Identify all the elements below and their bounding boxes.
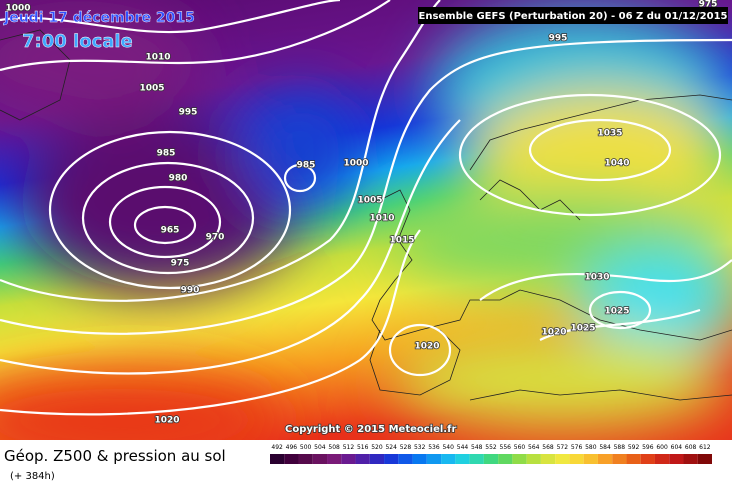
scale-swatch <box>626 454 641 464</box>
scale-swatch <box>597 454 613 464</box>
isobar-label: 1005 <box>357 196 382 206</box>
scale-swatch <box>483 454 499 464</box>
scale-label: 588 <box>614 444 626 451</box>
isobar-label: 1010 <box>145 53 170 63</box>
scale-label: 560 <box>514 444 526 451</box>
scale-label: 512 <box>343 444 355 451</box>
scale-swatch <box>540 454 556 464</box>
legend-title: Géop. Z500 & pression au sol <box>4 447 226 465</box>
scale-label: 520 <box>371 444 383 451</box>
scale-label: 504 <box>314 444 326 451</box>
isobar-label: 1030 <box>584 273 609 283</box>
scale-label: 596 <box>642 444 654 451</box>
scale-swatch <box>697 454 712 464</box>
scale-label: 568 <box>542 444 554 451</box>
isobar-label: 1020 <box>414 342 439 352</box>
scale-swatch <box>369 454 385 464</box>
scale-swatch <box>455 454 470 464</box>
isobar-label: 975 <box>171 259 190 269</box>
scale-swatch <box>526 454 541 464</box>
scale-label: 592 <box>628 444 640 451</box>
isobar-label: 985 <box>297 161 316 171</box>
scale-swatch <box>583 454 598 464</box>
scale-swatch <box>512 454 527 464</box>
scale-label: 600 <box>656 444 668 451</box>
lead-time: (+ 384h) <box>10 471 55 482</box>
isobar-label: 1025 <box>604 307 629 317</box>
scale-swatch <box>441 454 456 464</box>
scale-label: 536 <box>428 444 440 451</box>
scale-swatch <box>640 454 655 464</box>
isobar-label: 1000 <box>5 4 30 14</box>
isobar-label: 1020 <box>154 416 179 426</box>
scale-label: 612 <box>699 444 711 451</box>
scale-swatch <box>498 454 513 464</box>
isobar-labels: 1000 1010 1005 995 985 980 965 970 975 990 985 1000… <box>5 0 718 426</box>
coastlines <box>0 29 732 401</box>
scale-label: 496 <box>286 444 298 451</box>
color-scale: 492 496 500 504 508 512 516 520 524 528 532 536 540 5… <box>270 444 712 464</box>
scale-swatch <box>569 454 584 464</box>
scale-label: 508 <box>328 444 340 451</box>
date: Jeudi 17 décembre 2015 <box>3 10 195 26</box>
scale-label: 524 <box>385 444 397 451</box>
isobar-label: 1020 <box>541 328 566 338</box>
scale-label: 572 <box>557 444 569 451</box>
scale-swatch <box>398 454 413 464</box>
isobar-label: 1015 <box>389 236 414 246</box>
isobar-label: 990 <box>181 286 200 296</box>
scale-swatch <box>341 454 356 464</box>
isobar-label: 1035 <box>597 129 622 139</box>
scale-label: 580 <box>585 444 597 451</box>
isobar-label: 970 <box>206 233 225 243</box>
scale-label: 556 <box>500 444 512 451</box>
scale-swatch <box>612 454 627 464</box>
isobar-label: 995 <box>549 34 568 44</box>
scale-swatch <box>384 454 399 464</box>
scale-swatch <box>312 454 328 464</box>
scale-label: 576 <box>571 444 583 451</box>
scale-label: 604 <box>671 444 683 451</box>
scale-label: 492 <box>271 444 283 451</box>
scale-swatch <box>327 454 342 464</box>
isobar-label: 965 <box>161 226 180 236</box>
isobars <box>0 0 732 414</box>
scale-label: 564 <box>528 444 540 451</box>
scale-label: 552 <box>485 444 497 451</box>
time: 7:00 locale <box>22 31 133 52</box>
isobar-label: 1010 <box>369 214 394 224</box>
scale-label: 532 <box>414 444 426 451</box>
scale-swatch <box>355 454 370 464</box>
scale-label: 516 <box>357 444 369 451</box>
isobar-label: 985 <box>157 149 176 159</box>
scale-swatch <box>412 454 427 464</box>
scale-swatch <box>469 454 484 464</box>
scale-swatch <box>298 454 313 464</box>
run-box <box>418 7 728 24</box>
isobar-label: 995 <box>179 108 198 118</box>
isobar-label: 1000 <box>343 159 368 169</box>
scale-swatch <box>284 454 299 464</box>
scale-label: 548 <box>471 444 483 451</box>
scale-label: 540 <box>442 444 454 451</box>
scale-label: 528 <box>400 444 412 451</box>
isobar-label: 980 <box>169 174 188 184</box>
isobar-label: 1040 <box>604 159 629 169</box>
isobar-label: 1005 <box>139 84 164 94</box>
scale-label: 608 <box>685 444 697 451</box>
scale-swatch <box>654 454 670 464</box>
scale-swatch <box>669 454 684 464</box>
copyright: Copyright © 2015 Meteociel.fr <box>285 424 456 435</box>
scale-label: 500 <box>300 444 312 451</box>
scale-label: 544 <box>457 444 469 451</box>
isobar-label: 1025 <box>570 324 595 334</box>
run-info: Ensemble GEFS (Perturbation 20) - 06 Z d… <box>419 11 728 22</box>
scale-swatch <box>270 454 285 464</box>
isobar-label: 975 <box>699 0 718 10</box>
scale-swatch <box>555 454 570 464</box>
scale-swatch <box>683 454 698 464</box>
scale-label: 584 <box>599 444 611 451</box>
scale-swatch <box>426 454 442 464</box>
